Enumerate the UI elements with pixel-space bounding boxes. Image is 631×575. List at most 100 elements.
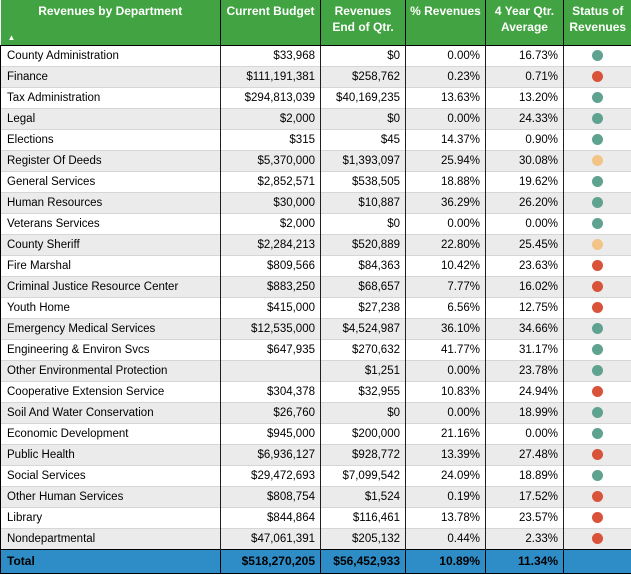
table-row[interactable]: Soil And Water Conservation $26,760 $0 0…: [0, 401, 631, 423]
table-body: County Administration $33,968 $0 0.00% 1…: [0, 45, 631, 549]
status-cell: [563, 275, 631, 297]
table-row[interactable]: County Sheriff $2,284,213 $520,889 22.80…: [0, 233, 631, 255]
4-year-qtr-average-value: 18.99%: [485, 401, 564, 423]
department-name: Criminal Justice Resource Center: [0, 275, 221, 297]
current-budget-value: $26,760: [220, 401, 321, 423]
4-year-qtr-average-value: 12.75%: [485, 296, 564, 318]
current-budget-value: [220, 359, 321, 381]
table-row[interactable]: Register Of Deeds $5,370,000 $1,393,097 …: [0, 149, 631, 171]
table-row[interactable]: Cooperative Extension Service $304,378 $…: [0, 380, 631, 402]
4-year-qtr-average-value: 16.73%: [485, 45, 564, 66]
current-budget-value: $30,000: [220, 191, 321, 213]
4-year-qtr-average-value: 24.33%: [485, 107, 564, 129]
status-dot-icon: [592, 259, 603, 271]
table-row[interactable]: Public Health $6,936,127 $928,772 13.39%…: [0, 443, 631, 465]
pct-revenues-value: 0.00%: [405, 212, 486, 234]
status-cell: [563, 45, 631, 66]
status-cell: [563, 506, 631, 528]
department-name: General Services: [0, 170, 221, 192]
pct-revenues-value: 6.56%: [405, 296, 486, 318]
revenues-end-of-qtr-value: $205,132: [320, 527, 406, 549]
department-name: Other Human Services: [0, 485, 221, 507]
status-dot-icon: [592, 343, 603, 355]
col-header-label: 4 Year Qtr. Average: [494, 4, 555, 34]
department-name: Library: [0, 506, 221, 528]
status-dot-icon: [592, 490, 603, 502]
department-name: Soil And Water Conservation: [0, 401, 221, 423]
table-row[interactable]: Elections $315 $45 14.37% 0.90%: [0, 128, 631, 150]
4-year-qtr-average-value: 0.71%: [485, 65, 564, 87]
department-name: Social Services: [0, 464, 221, 486]
table-row[interactable]: Engineering & Environ Svcs $647,935 $270…: [0, 338, 631, 360]
department-name: Economic Development: [0, 422, 221, 444]
pct-revenues-value: 13.78%: [405, 506, 486, 528]
pct-revenues-value: 36.10%: [405, 317, 486, 339]
4-year-qtr-average-value: 2.33%: [485, 527, 564, 549]
current-budget-value: $883,250: [220, 275, 321, 297]
pct-revenues-value: 24.09%: [405, 464, 486, 486]
col-header-status-of-revenues[interactable]: Status of Revenues: [563, 0, 631, 46]
pct-revenues-value: 0.23%: [405, 65, 486, 87]
current-budget-value: $844,864: [220, 506, 321, 528]
table-row[interactable]: Criminal Justice Resource Center $883,25…: [0, 275, 631, 297]
pct-revenues-value: 25.94%: [405, 149, 486, 171]
current-budget-value: $29,472,693: [220, 464, 321, 486]
col-header-4-year-qtr-average[interactable]: 4 Year Qtr. Average: [485, 0, 564, 46]
table-row[interactable]: Other Environmental Protection $1,251 0.…: [0, 359, 631, 381]
4-year-qtr-average-value: 0.00%: [485, 212, 564, 234]
pct-revenues-value: 10.42%: [405, 254, 486, 276]
status-cell: [563, 296, 631, 318]
pct-revenues-value: 0.00%: [405, 45, 486, 66]
sort-ascending-icon[interactable]: ▲: [7, 32, 16, 42]
status-cell: [563, 380, 631, 402]
status-cell: [563, 359, 631, 381]
total-revenues-end-of-qtr: $56,452,933: [320, 548, 406, 574]
status-dot-icon: [592, 406, 603, 418]
table-row[interactable]: Library $844,864 $116,461 13.78% 23.57%: [0, 506, 631, 528]
table-row[interactable]: Finance $111,191,381 $258,762 0.23% 0.71…: [0, 65, 631, 87]
revenues-end-of-qtr-value: $538,505: [320, 170, 406, 192]
col-header-revenues-by-department[interactable]: Revenues by Department ▲: [0, 0, 221, 46]
pct-revenues-value: 14.37%: [405, 128, 486, 150]
table-row[interactable]: County Administration $33,968 $0 0.00% 1…: [0, 45, 631, 66]
status-dot-icon: [592, 532, 603, 544]
pct-revenues-value: 0.00%: [405, 107, 486, 129]
4-year-qtr-average-value: 24.94%: [485, 380, 564, 402]
col-header-revenues-end-of-qtr[interactable]: Revenues End of Qtr.: [320, 0, 406, 46]
table-row[interactable]: Economic Development $945,000 $200,000 2…: [0, 422, 631, 444]
revenues-end-of-qtr-value: $32,955: [320, 380, 406, 402]
table-row[interactable]: Emergency Medical Services $12,535,000 $…: [0, 317, 631, 339]
status-dot-icon: [592, 469, 603, 481]
col-header-pct-revenues[interactable]: % Revenues: [405, 0, 486, 46]
status-cell: [563, 65, 631, 87]
table-row[interactable]: Human Resources $30,000 $10,887 36.29% 2…: [0, 191, 631, 213]
department-name: Finance: [0, 65, 221, 87]
pct-revenues-value: 36.29%: [405, 191, 486, 213]
table-row[interactable]: Tax Administration $294,813,039 $40,169,…: [0, 86, 631, 108]
4-year-qtr-average-value: 27.48%: [485, 443, 564, 465]
pct-revenues-value: 0.44%: [405, 527, 486, 549]
table-row[interactable]: Other Human Services $808,754 $1,524 0.1…: [0, 485, 631, 507]
table-row[interactable]: Legal $2,000 $0 0.00% 24.33%: [0, 107, 631, 129]
4-year-qtr-average-value: 13.20%: [485, 86, 564, 108]
department-name: Youth Home: [0, 296, 221, 318]
table-row[interactable]: Nondepartmental $47,061,391 $205,132 0.4…: [0, 527, 631, 549]
table-row[interactable]: Veterans Services $2,000 $0 0.00% 0.00%: [0, 212, 631, 234]
table-row[interactable]: General Services $2,852,571 $538,505 18.…: [0, 170, 631, 192]
status-dot-icon: [592, 364, 603, 376]
status-cell: [563, 191, 631, 213]
table-row[interactable]: Youth Home $415,000 $27,238 6.56% 12.75%: [0, 296, 631, 318]
4-year-qtr-average-value: 23.78%: [485, 359, 564, 381]
current-budget-value: $2,284,213: [220, 233, 321, 255]
table-row[interactable]: Fire Marshal $809,566 $84,363 10.42% 23.…: [0, 254, 631, 276]
4-year-qtr-average-value: 17.52%: [485, 485, 564, 507]
4-year-qtr-average-value: 34.66%: [485, 317, 564, 339]
revenues-end-of-qtr-value: $0: [320, 401, 406, 423]
pct-revenues-value: 7.77%: [405, 275, 486, 297]
4-year-qtr-average-value: 31.17%: [485, 338, 564, 360]
col-header-current-budget[interactable]: Current Budget: [220, 0, 321, 46]
col-header-label: Revenues End of Qtr.: [332, 4, 394, 34]
4-year-qtr-average-value: 30.08%: [485, 149, 564, 171]
table-row[interactable]: Social Services $29,472,693 $7,099,542 2…: [0, 464, 631, 486]
